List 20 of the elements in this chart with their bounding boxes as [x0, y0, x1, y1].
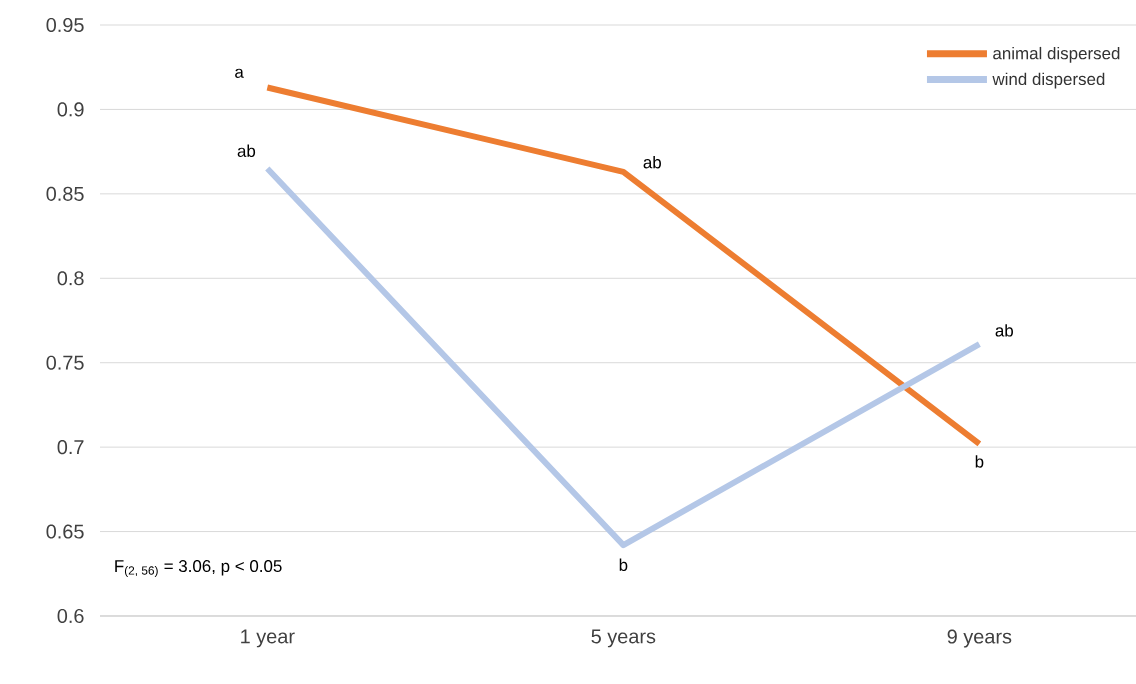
annotation: a [235, 68, 244, 78]
annotation: ab [995, 324, 1013, 337]
y-tick-label: 0.75 [46, 355, 84, 370]
annotation: ab [643, 155, 661, 169]
x-tick-label: 5 years [591, 629, 656, 648]
legend-label: wind dispersed [992, 72, 1105, 89]
x-tick-label: 1 year [241, 629, 295, 648]
x-tick-label: 9 years [947, 629, 1012, 648]
legend-label: animal dispersed [993, 46, 1120, 63]
y-tick-label: 0.85 [46, 186, 84, 201]
annotation: F$_{(2, 56)}$ = 3.06, p < 0.05 [115, 560, 282, 578]
annotation: b [619, 558, 628, 572]
y-tick-label: 0.9 [57, 102, 84, 117]
annotation: b [975, 455, 984, 468]
y-tick-label: 0.7 [57, 440, 84, 455]
y-tick-label: 0.95 [46, 17, 84, 33]
y-tick-label: 0.6 [57, 608, 84, 624]
annotation: ab [237, 144, 256, 158]
y-tick-label: 0.65 [46, 524, 84, 539]
y-tick-label: 0.8 [57, 271, 84, 286]
